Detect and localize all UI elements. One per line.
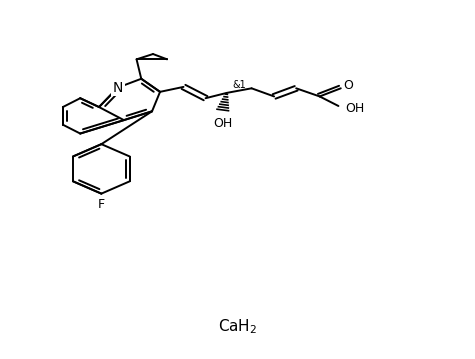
Text: N: N bbox=[113, 81, 123, 95]
Text: F: F bbox=[98, 198, 105, 211]
Text: OH: OH bbox=[213, 117, 232, 130]
Text: OH: OH bbox=[345, 102, 365, 115]
Text: CaH$_2$: CaH$_2$ bbox=[218, 317, 257, 336]
Text: O: O bbox=[343, 79, 353, 92]
Text: &1: &1 bbox=[233, 80, 247, 90]
